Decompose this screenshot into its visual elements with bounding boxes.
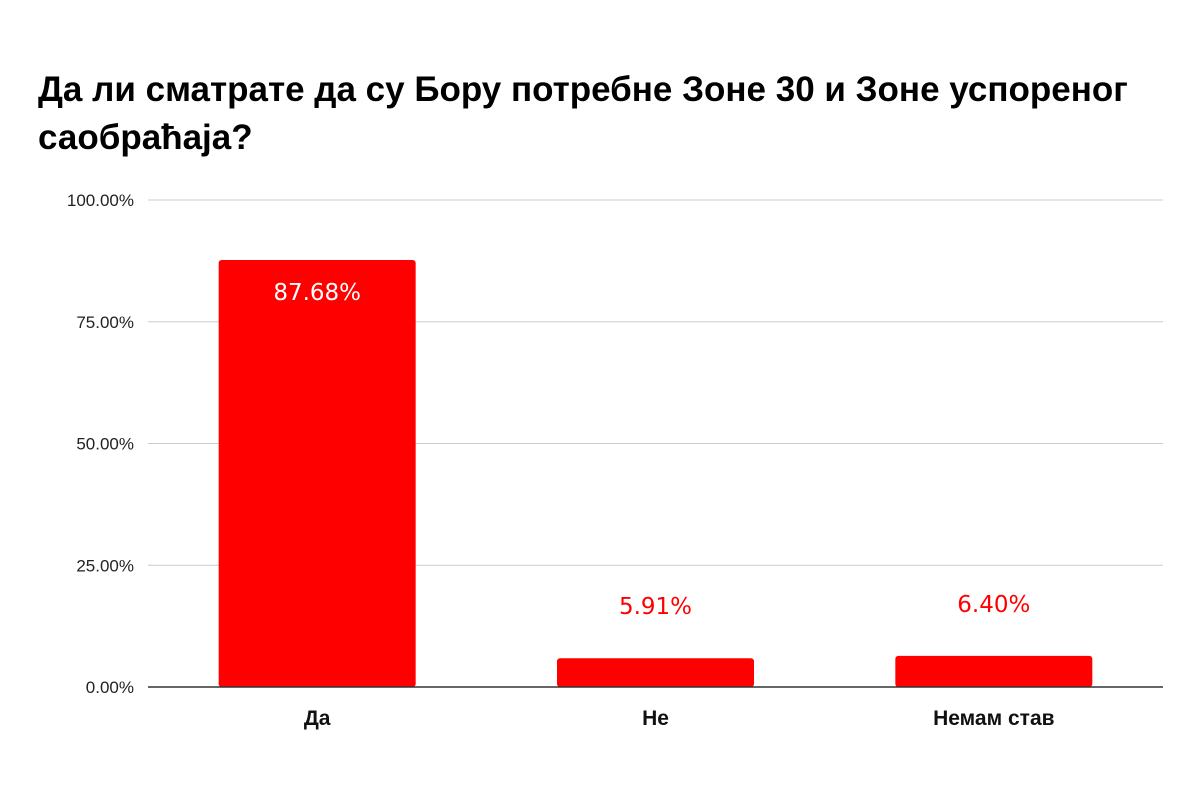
y-tick-label: 75.00%	[76, 313, 134, 332]
bar	[557, 658, 754, 687]
y-tick-label: 50.00%	[76, 435, 134, 454]
chart-title: Да ли сматрате да су Бору потребне Зоне …	[38, 70, 1128, 157]
y-tick-label: 0.00%	[86, 678, 134, 697]
x-category-label: Да	[304, 707, 331, 730]
y-tick-label: 100.00%	[67, 191, 134, 210]
data-label: 87.68%	[273, 280, 361, 306]
x-category-label: Немам став	[933, 707, 1055, 730]
data-label: 5.91%	[619, 594, 692, 620]
x-category-label: Не	[642, 707, 669, 730]
bar	[218, 259, 416, 687]
y-tick-label: 25.00%	[76, 556, 134, 575]
bar	[895, 655, 1093, 687]
data-label: 6.40%	[957, 592, 1030, 618]
